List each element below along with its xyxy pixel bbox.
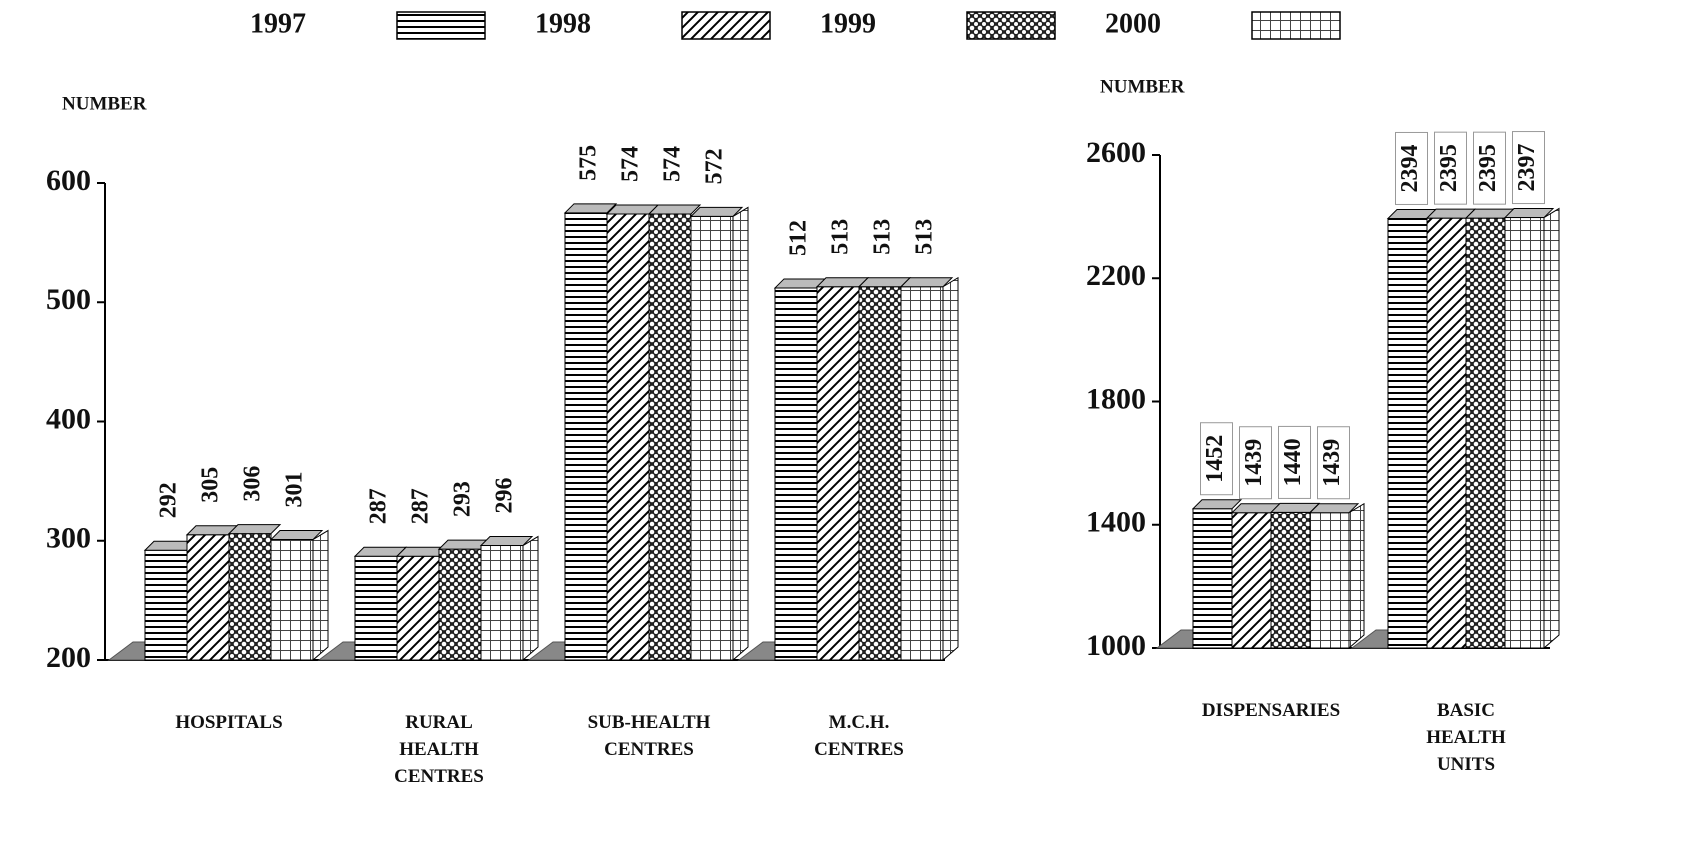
bar-side xyxy=(1348,502,1365,650)
value-label-box xyxy=(1200,422,1233,496)
legend-label: 1999 xyxy=(820,8,876,39)
legend-swatch xyxy=(681,11,771,40)
y-tick-label: 2200 xyxy=(1086,259,1146,292)
bar-top xyxy=(899,277,954,288)
bar xyxy=(690,215,734,661)
bar-side xyxy=(942,276,959,662)
bar-side xyxy=(522,535,539,662)
bar xyxy=(1192,508,1233,649)
y-tick-label: 300 xyxy=(46,522,91,555)
value-label: 512 xyxy=(786,220,812,256)
bar xyxy=(186,534,230,661)
value-label: 305 xyxy=(198,467,224,503)
bar-top xyxy=(647,204,702,215)
bar-top xyxy=(1503,208,1555,219)
y-axis-label: NUMBER xyxy=(1100,76,1185,97)
x-tick-label: HOSPITALS xyxy=(175,712,282,733)
y-tick-label: 400 xyxy=(46,402,91,435)
y-tick-label: 600 xyxy=(46,164,91,197)
bar xyxy=(396,555,440,661)
value-label: 306 xyxy=(240,466,266,502)
value-label-box xyxy=(1395,131,1428,205)
bar xyxy=(564,212,608,661)
y-tick-label: 200 xyxy=(46,641,91,674)
y-tick-label: 1800 xyxy=(1086,382,1146,415)
value-label: 574 xyxy=(618,146,644,182)
value-label: 1439 xyxy=(1319,439,1345,487)
value-label: 287 xyxy=(366,488,392,524)
x-tick-label: BASIC HEALTH UNITS xyxy=(1426,700,1506,775)
value-label: 296 xyxy=(492,478,518,514)
value-label: 513 xyxy=(912,219,938,255)
bar xyxy=(774,287,818,661)
value-label: 2394 xyxy=(1397,144,1423,192)
legend-label: 2000 xyxy=(1105,8,1161,39)
value-label: 292 xyxy=(156,482,182,518)
x-tick-label: DISPENSARIES xyxy=(1202,700,1340,721)
bar xyxy=(144,549,188,661)
legend-swatch xyxy=(1251,11,1341,40)
value-label-box xyxy=(1239,426,1272,500)
x-tick-label: RURAL HEALTH CENTRES xyxy=(394,712,484,787)
value-label: 574 xyxy=(660,146,686,182)
value-label-box xyxy=(1512,131,1545,205)
bar-side xyxy=(1543,207,1560,650)
legend-label: 1997 xyxy=(250,8,306,39)
bar-top xyxy=(563,203,618,214)
value-label: 2395 xyxy=(1436,144,1462,192)
value-label-box xyxy=(1473,131,1506,205)
bar-side xyxy=(732,206,749,662)
bar-top xyxy=(479,536,534,547)
bar xyxy=(858,286,902,661)
value-label: 513 xyxy=(870,219,896,255)
bar-top xyxy=(1308,503,1360,514)
bar xyxy=(354,555,398,661)
bar xyxy=(1426,217,1467,649)
y-tick-label: 1400 xyxy=(1086,506,1146,539)
y-axis-label: NUMBER xyxy=(62,93,147,114)
x-tick-label: M.C.H. CENTRES xyxy=(814,712,904,760)
legend-swatch xyxy=(966,11,1056,40)
value-label: 513 xyxy=(828,219,854,255)
value-label-box xyxy=(1434,131,1467,205)
bar xyxy=(1387,217,1428,649)
value-label: 1440 xyxy=(1280,438,1306,486)
value-label: 2395 xyxy=(1475,144,1501,192)
value-label: 301 xyxy=(282,472,308,508)
bar xyxy=(480,545,524,661)
legend-label: 1998 xyxy=(535,8,591,39)
value-label-box xyxy=(1278,425,1311,499)
value-label: 287 xyxy=(408,488,434,524)
value-label: 1439 xyxy=(1241,439,1267,487)
y-tick-label: 1000 xyxy=(1086,629,1146,662)
value-label-box xyxy=(1317,426,1350,500)
bar xyxy=(228,533,272,661)
bar-top xyxy=(1191,499,1243,510)
bar-top xyxy=(227,524,282,535)
bar xyxy=(270,539,314,661)
value-label: 575 xyxy=(576,145,602,181)
x-tick-label: SUB-HEALTH CENTRES xyxy=(588,712,711,760)
bar xyxy=(1270,511,1311,649)
bar xyxy=(606,213,650,661)
bar xyxy=(648,213,692,661)
bar xyxy=(438,548,482,661)
value-label: 2397 xyxy=(1514,144,1540,192)
bar xyxy=(1309,512,1350,649)
bar xyxy=(1465,217,1506,649)
bar-top xyxy=(689,206,744,217)
legend-swatch xyxy=(396,11,486,40)
bar xyxy=(1231,512,1272,649)
bar xyxy=(816,286,860,661)
bar-side xyxy=(312,529,329,662)
value-label: 1452 xyxy=(1202,435,1228,483)
bar-top xyxy=(269,530,324,541)
y-tick-label: 2600 xyxy=(1086,136,1146,169)
value-label: 572 xyxy=(702,148,728,184)
bar xyxy=(1504,217,1545,649)
y-tick-label: 500 xyxy=(46,283,91,316)
value-label: 293 xyxy=(450,481,476,517)
bar xyxy=(900,286,944,661)
